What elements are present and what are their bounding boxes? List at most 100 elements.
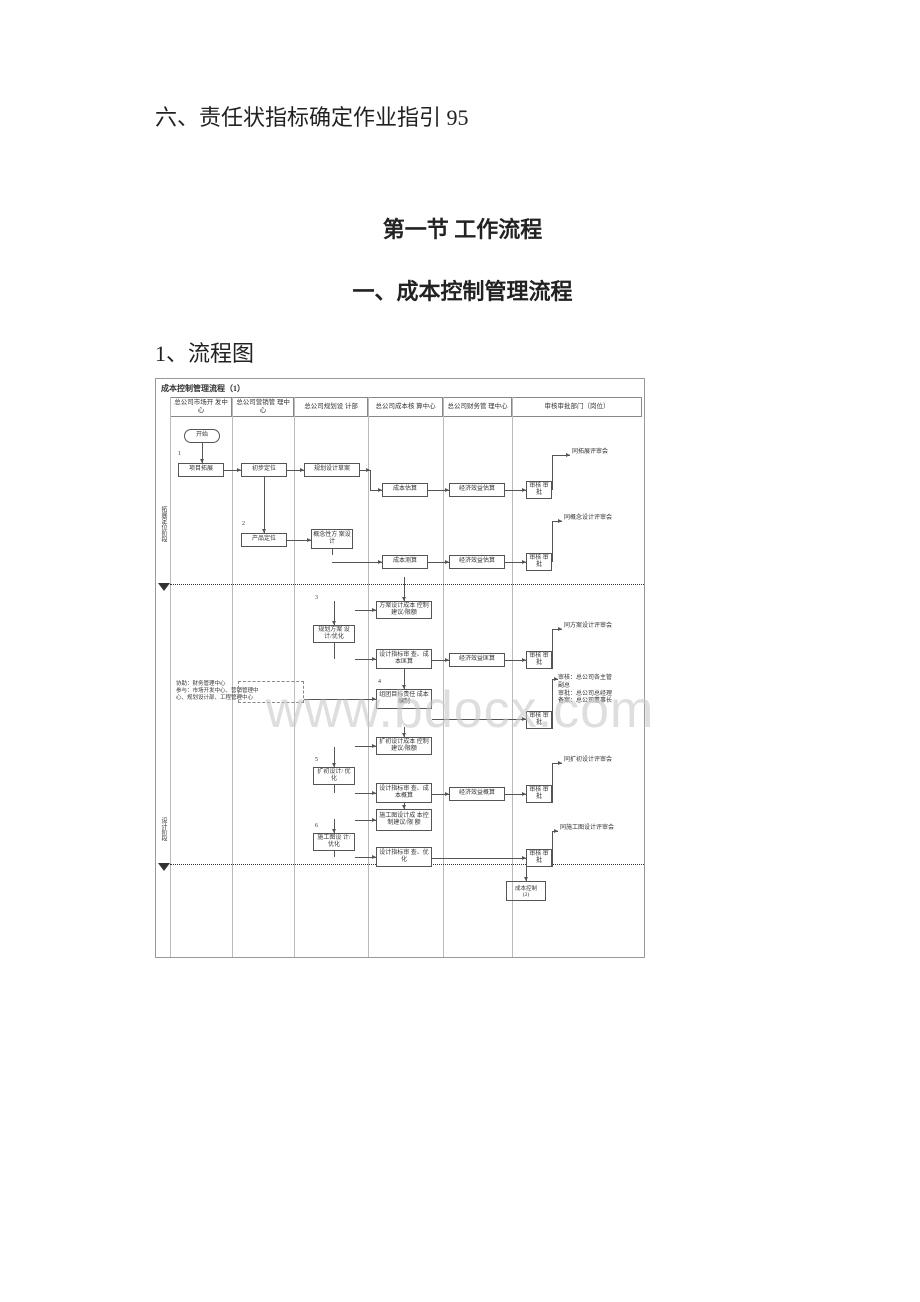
arrow-head-icon — [378, 560, 382, 564]
phase-label: 设计阶段 — [158, 799, 168, 859]
step-number: 5 — [315, 757, 318, 763]
process-node: 审核 审批 — [526, 481, 552, 499]
arrow-head-icon — [372, 744, 376, 748]
process-node: 概念性方 案设计 — [311, 529, 353, 549]
arrow — [264, 477, 265, 533]
process-node: 产品定位 — [241, 533, 287, 547]
step-number: 4 — [378, 679, 381, 685]
process-node: 组团目标责任 成本编制 — [376, 689, 432, 709]
process-node: 项目拓展 — [178, 463, 224, 477]
arrow-head-icon — [554, 829, 558, 833]
arrow — [552, 521, 553, 562]
annotation-text: 同扩初设计评审会 — [564, 757, 612, 765]
process-node: 设计指标审 查、成本匡算 — [376, 649, 432, 669]
arrow — [552, 455, 553, 490]
swimlane-separator — [443, 397, 444, 957]
assist-dash-box — [238, 681, 304, 703]
arrow-head-icon — [300, 468, 304, 472]
arrow-head-icon — [522, 717, 526, 721]
step-number: 2 — [242, 521, 245, 527]
process-node: 审核 审批 — [526, 711, 552, 729]
arrow-head-icon — [445, 658, 449, 662]
section-title: 第一节 工作流程 — [155, 212, 770, 244]
process-node: 经济效益概算 — [449, 787, 505, 801]
process-node: 审核 审批 — [526, 785, 552, 803]
arrow — [332, 549, 333, 555]
phase-label: 拓展定位阶段 — [158, 469, 168, 579]
arrow-head-icon — [200, 459, 204, 463]
arrow-head-icon — [332, 621, 336, 625]
process-node: 初步定位 — [241, 463, 287, 477]
swimlane-separator — [294, 397, 295, 957]
swimlane-header: 总公司规划设 计部 — [294, 397, 368, 417]
arrow — [334, 785, 335, 793]
process-node: 经济效益估算 — [449, 483, 505, 497]
process-node: 审核 审批 — [526, 849, 552, 867]
annotation-text: 同方案设计评审会 — [564, 623, 612, 631]
swimlane-header: 总公司营销管 理中心 — [232, 397, 294, 417]
swimlane-header: 总公司财务管 理中心 — [443, 397, 512, 417]
swimlane-separator — [512, 397, 513, 957]
process-node: 施工图设计成 本控制建议/限 额 — [376, 809, 432, 831]
arrow-head-icon — [372, 855, 376, 859]
flowchart-container: 成本控制管理流程（1） 总公司市场开 发中心总公司营销管 理中心总公司规划设 计… — [155, 378, 645, 958]
arrow-head-icon — [522, 560, 526, 564]
process-node: 成本估算 — [382, 483, 428, 497]
process-node: 方案设计成本 控制建议/限额 — [376, 601, 432, 619]
swimlane-separator — [368, 397, 369, 957]
arrow-head-icon — [402, 685, 406, 689]
process-node: 成本测算 — [382, 555, 428, 569]
arrow — [370, 470, 371, 490]
step-number: 6 — [315, 823, 318, 829]
annotation-text: 同拓展评审会 — [572, 449, 608, 457]
arrow-head-icon — [445, 792, 449, 796]
arrow-head-icon — [372, 791, 376, 795]
annotation-text: 同概念设计评审会 — [564, 515, 612, 523]
swimlane-header: 审核审批部门（岗位） — [512, 397, 642, 417]
arrow-head-icon — [558, 627, 562, 631]
arrow — [432, 858, 526, 859]
arrow-head-icon — [372, 657, 376, 661]
arrow-head-icon — [237, 468, 241, 472]
arrow-head-icon — [262, 529, 266, 533]
arrow — [332, 562, 382, 563]
phase-chevron-icon — [158, 583, 170, 591]
swimlane-separator — [232, 397, 233, 957]
process-node: 审核 审批 — [526, 553, 552, 571]
process-node: 经济效益匡算 — [449, 653, 505, 667]
arrow — [552, 763, 553, 803]
swimlane-header: 总公司市场开 发中心 — [170, 397, 232, 417]
arrow-head-icon — [332, 763, 336, 767]
phase-chevron-icon — [158, 863, 170, 871]
arrow — [432, 719, 526, 720]
arrow-head-icon — [445, 560, 449, 564]
arrow-head-icon — [402, 733, 406, 737]
arrow-head-icon — [332, 829, 336, 833]
arrow-head-icon — [372, 608, 376, 612]
process-node: 经济效益估算 — [449, 555, 505, 569]
process-node: 扩初设计/ 优化 — [313, 767, 355, 785]
left-separator — [170, 397, 171, 957]
process-node: 施工图设 计/优化 — [313, 833, 355, 851]
offpage-connector: 成本控制 (2) — [506, 881, 546, 901]
process-node: 扩初设计成本 控制建议/限额 — [376, 737, 432, 755]
arrow — [334, 851, 335, 857]
process-node: 规划方案 设计/优化 — [313, 625, 355, 643]
process-node: 设计指标审 查、优化 — [376, 847, 432, 867]
arrow-head-icon — [372, 697, 376, 701]
step-number: 3 — [315, 595, 318, 601]
paragraph-label: 1、流程图 — [155, 336, 770, 368]
arrow — [552, 831, 553, 867]
arrow-head-icon — [554, 677, 558, 681]
arrow-head-icon — [522, 792, 526, 796]
arrow-head-icon — [372, 818, 376, 822]
phase-divider — [170, 584, 644, 585]
arrow-head-icon — [522, 658, 526, 662]
annotation-text: 同施工图设计评审会 — [560, 825, 614, 833]
arrow-head-icon — [402, 597, 406, 601]
arrow-head-icon — [378, 488, 382, 492]
arrow-head-icon — [558, 519, 562, 523]
flowchart-title: 成本控制管理流程（1） — [161, 383, 245, 394]
arrow-head-icon — [445, 488, 449, 492]
arrow-head-icon — [307, 538, 311, 542]
